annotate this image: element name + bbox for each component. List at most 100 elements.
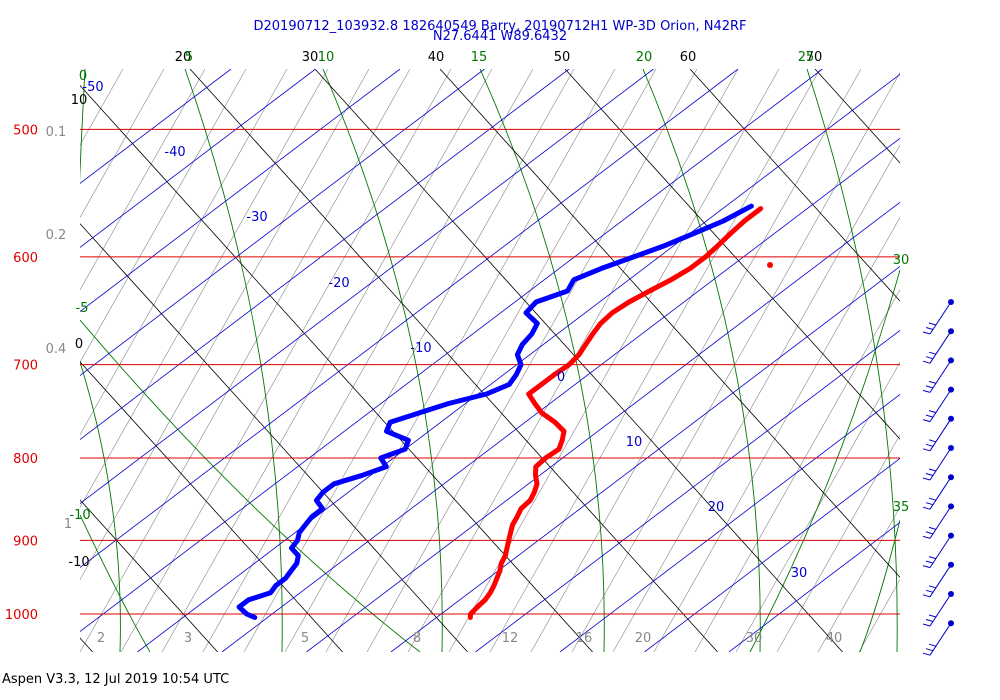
mixing-ratio-line: [735, 361, 900, 652]
wind-barb-staff: [929, 506, 952, 539]
mixing-ratio-line: [571, 71, 900, 652]
wind-barb-flag: [922, 419, 931, 423]
wind-barb-staff: [929, 301, 952, 335]
mixing-ratio-label: 0.4: [46, 342, 67, 357]
wind-barb-flag: [922, 623, 931, 627]
isotherms: [80, 69, 900, 652]
wind-barb-flag: [925, 443, 934, 447]
moist-adiabat-label: 25: [798, 50, 815, 65]
wind-barb-point: [948, 532, 954, 539]
wind-barb: [922, 503, 954, 539]
mixing-ratio-line: [858, 578, 900, 652]
mixing-ratio-line: [982, 69, 1000, 652]
pressure-label: 1000: [5, 608, 38, 623]
wind-barb-flag: [925, 589, 934, 593]
temperature-profile-point: [767, 262, 773, 268]
mixing-ratio-label: 20: [635, 631, 652, 646]
isotherm-line: [80, 69, 739, 569]
profiles: [236, 203, 773, 620]
wind-barb-flag: [925, 414, 934, 418]
moist-adiabat-line: [806, 69, 898, 652]
moist-adiabat-line: [80, 360, 121, 652]
wind-barb-staff: [929, 622, 952, 656]
dry-adiabat-line: [439, 69, 900, 578]
wind-barb-flag: [928, 556, 937, 560]
wind-barb-flag: [925, 327, 934, 330]
wind-barb-flag: [922, 477, 931, 481]
wind-barb-flag: [922, 594, 931, 598]
wind-barb-flag: [928, 585, 937, 589]
dry-adiabat-label: 40: [428, 50, 445, 65]
wind-barb: [922, 386, 954, 423]
wind-barb-staff: [929, 447, 952, 481]
isotherm-line: [80, 69, 823, 633]
dry-adiabat-label: 20: [175, 50, 192, 65]
wind-barb-flag: [928, 643, 937, 647]
wind-barb-staff: [929, 564, 952, 598]
dry-adiabat-label: 10: [71, 93, 88, 108]
wind-barb-flag: [925, 560, 934, 564]
wind-barb-flag: [925, 385, 934, 389]
wind-barb-flag: [925, 531, 934, 535]
wind-barb: [922, 357, 954, 393]
moist-adiabat-label: -5: [76, 301, 89, 316]
wind-barb-flag: [922, 652, 931, 656]
mixing-ratio-label: 5: [301, 631, 309, 646]
wind-barb-staff: [929, 535, 952, 568]
dry-adiabat-line: [80, 84, 593, 652]
dry-adiabat-line: [80, 361, 343, 652]
chart-title-line1: D20190712_103932.8 182640549 Barry, 2019…: [253, 19, 747, 34]
wind-barb-flag: [922, 331, 931, 335]
mixing-ratio-line: [80, 69, 411, 652]
wind-barb-flag: [925, 473, 934, 476]
mixing-ratio-line: [80, 69, 247, 363]
mixing-ratio-line: [653, 216, 900, 652]
wind-barb-point: [948, 561, 954, 568]
wind-barb-flag: [922, 506, 931, 510]
wind-barb-flag: [928, 439, 937, 443]
wind-barb: [922, 532, 954, 569]
wind-barb: [922, 299, 954, 335]
wind-barb-point: [948, 299, 954, 305]
isotherm-line: [80, 69, 401, 312]
mixing-ratio-label: 40: [826, 631, 843, 646]
wind-barb-flag: [925, 502, 934, 506]
moist-adiabat-label: 0: [79, 69, 87, 84]
wind-barb-point: [948, 415, 954, 422]
dry-adiabat-line: [689, 69, 900, 302]
wind-barb-flag: [925, 648, 934, 652]
mixing-ratio-line: [120, 69, 452, 652]
wind-barb-point: [948, 386, 954, 393]
moist-adiabat-line: [80, 69, 86, 182]
wind-barb-flag: [922, 565, 931, 569]
isotherm-line: [80, 69, 232, 184]
moist-adiabat-line: [80, 514, 151, 652]
mixing-ratio-line: [694, 289, 900, 652]
wind-barb: [922, 474, 954, 510]
wind-barb-flag: [925, 619, 934, 622]
wind-barb-flag: [922, 389, 931, 393]
isotherm-line: [221, 137, 900, 652]
pressure-label: 800: [13, 452, 38, 467]
dry-adiabat-line: [189, 69, 718, 652]
mixing-ratio-label: 0.1: [46, 125, 67, 140]
mixing-ratio-line: [366, 69, 698, 652]
dry-adiabats: [80, 69, 900, 652]
mixing-ratio-line: [489, 69, 821, 652]
moist-adiabat-label: -10: [69, 508, 90, 523]
mixing-ratio-label: 2: [97, 631, 105, 646]
moist-adiabat-line: [749, 269, 900, 652]
wind-barb-staff: [929, 389, 952, 422]
mixing-ratio-label: 30: [746, 631, 763, 646]
mixing-ratio-label: 0.2: [46, 228, 67, 243]
wind-barb-column: [922, 299, 954, 656]
moist-adiabat-label: 20: [636, 50, 653, 65]
mixing-ratio-label: 3: [184, 631, 192, 646]
isotherm-line: [80, 69, 654, 504]
wind-barb-staff: [929, 476, 952, 510]
isotherm-label: 20: [708, 500, 725, 515]
wind-barb: [922, 591, 954, 627]
wind-barb-staff: [929, 418, 952, 452]
mixing-ratio-label: 8: [413, 631, 421, 646]
wind-barb-point: [948, 328, 954, 335]
